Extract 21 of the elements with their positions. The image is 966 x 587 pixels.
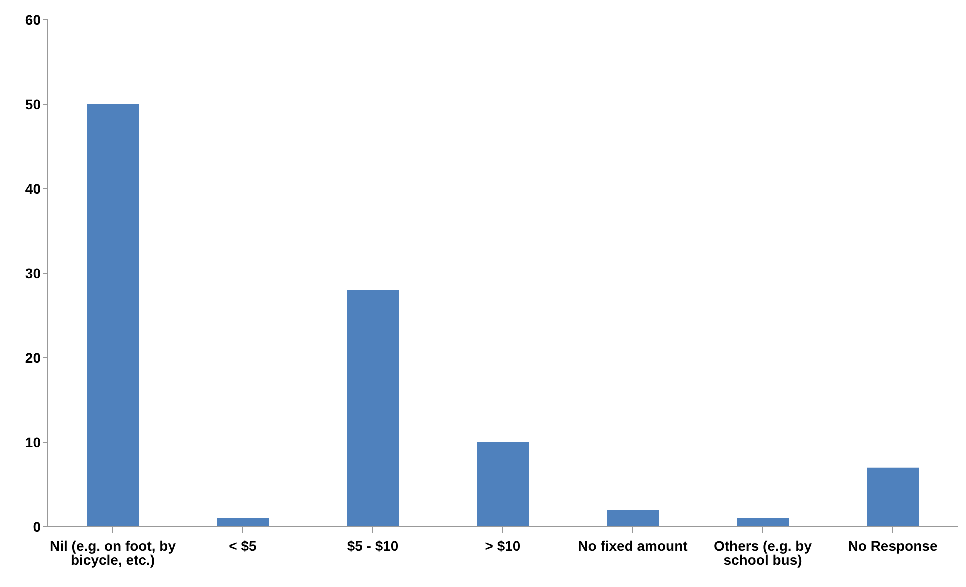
- y-tick-label: 40: [25, 180, 42, 197]
- x-tick-label: < $5: [229, 538, 258, 554]
- bar: [607, 510, 659, 527]
- y-tick-label: 10: [25, 434, 42, 450]
- y-tick-label: 20: [25, 350, 42, 366]
- y-tick-label: 60: [25, 12, 42, 28]
- x-tick-label: No Response: [848, 538, 938, 554]
- x-tick-label: Nil (e.g. on foot, by bicycle, etc.): [50, 538, 176, 568]
- bar: [347, 290, 399, 527]
- bar: [87, 104, 139, 527]
- x-tick-label: $5 - $10: [347, 538, 399, 554]
- x-tick-label: No fixed amount: [578, 538, 688, 554]
- y-tick-label: 0: [33, 518, 42, 535]
- x-tick-label: > $10: [485, 538, 521, 554]
- bar: [477, 442, 529, 527]
- bar: [867, 468, 919, 527]
- bar: [217, 518, 269, 527]
- y-tick-label: 50: [25, 96, 42, 112]
- bar: [737, 518, 789, 527]
- y-tick-label: 30: [25, 265, 42, 282]
- x-tick-label: Others (e.g. by school bus): [714, 538, 812, 568]
